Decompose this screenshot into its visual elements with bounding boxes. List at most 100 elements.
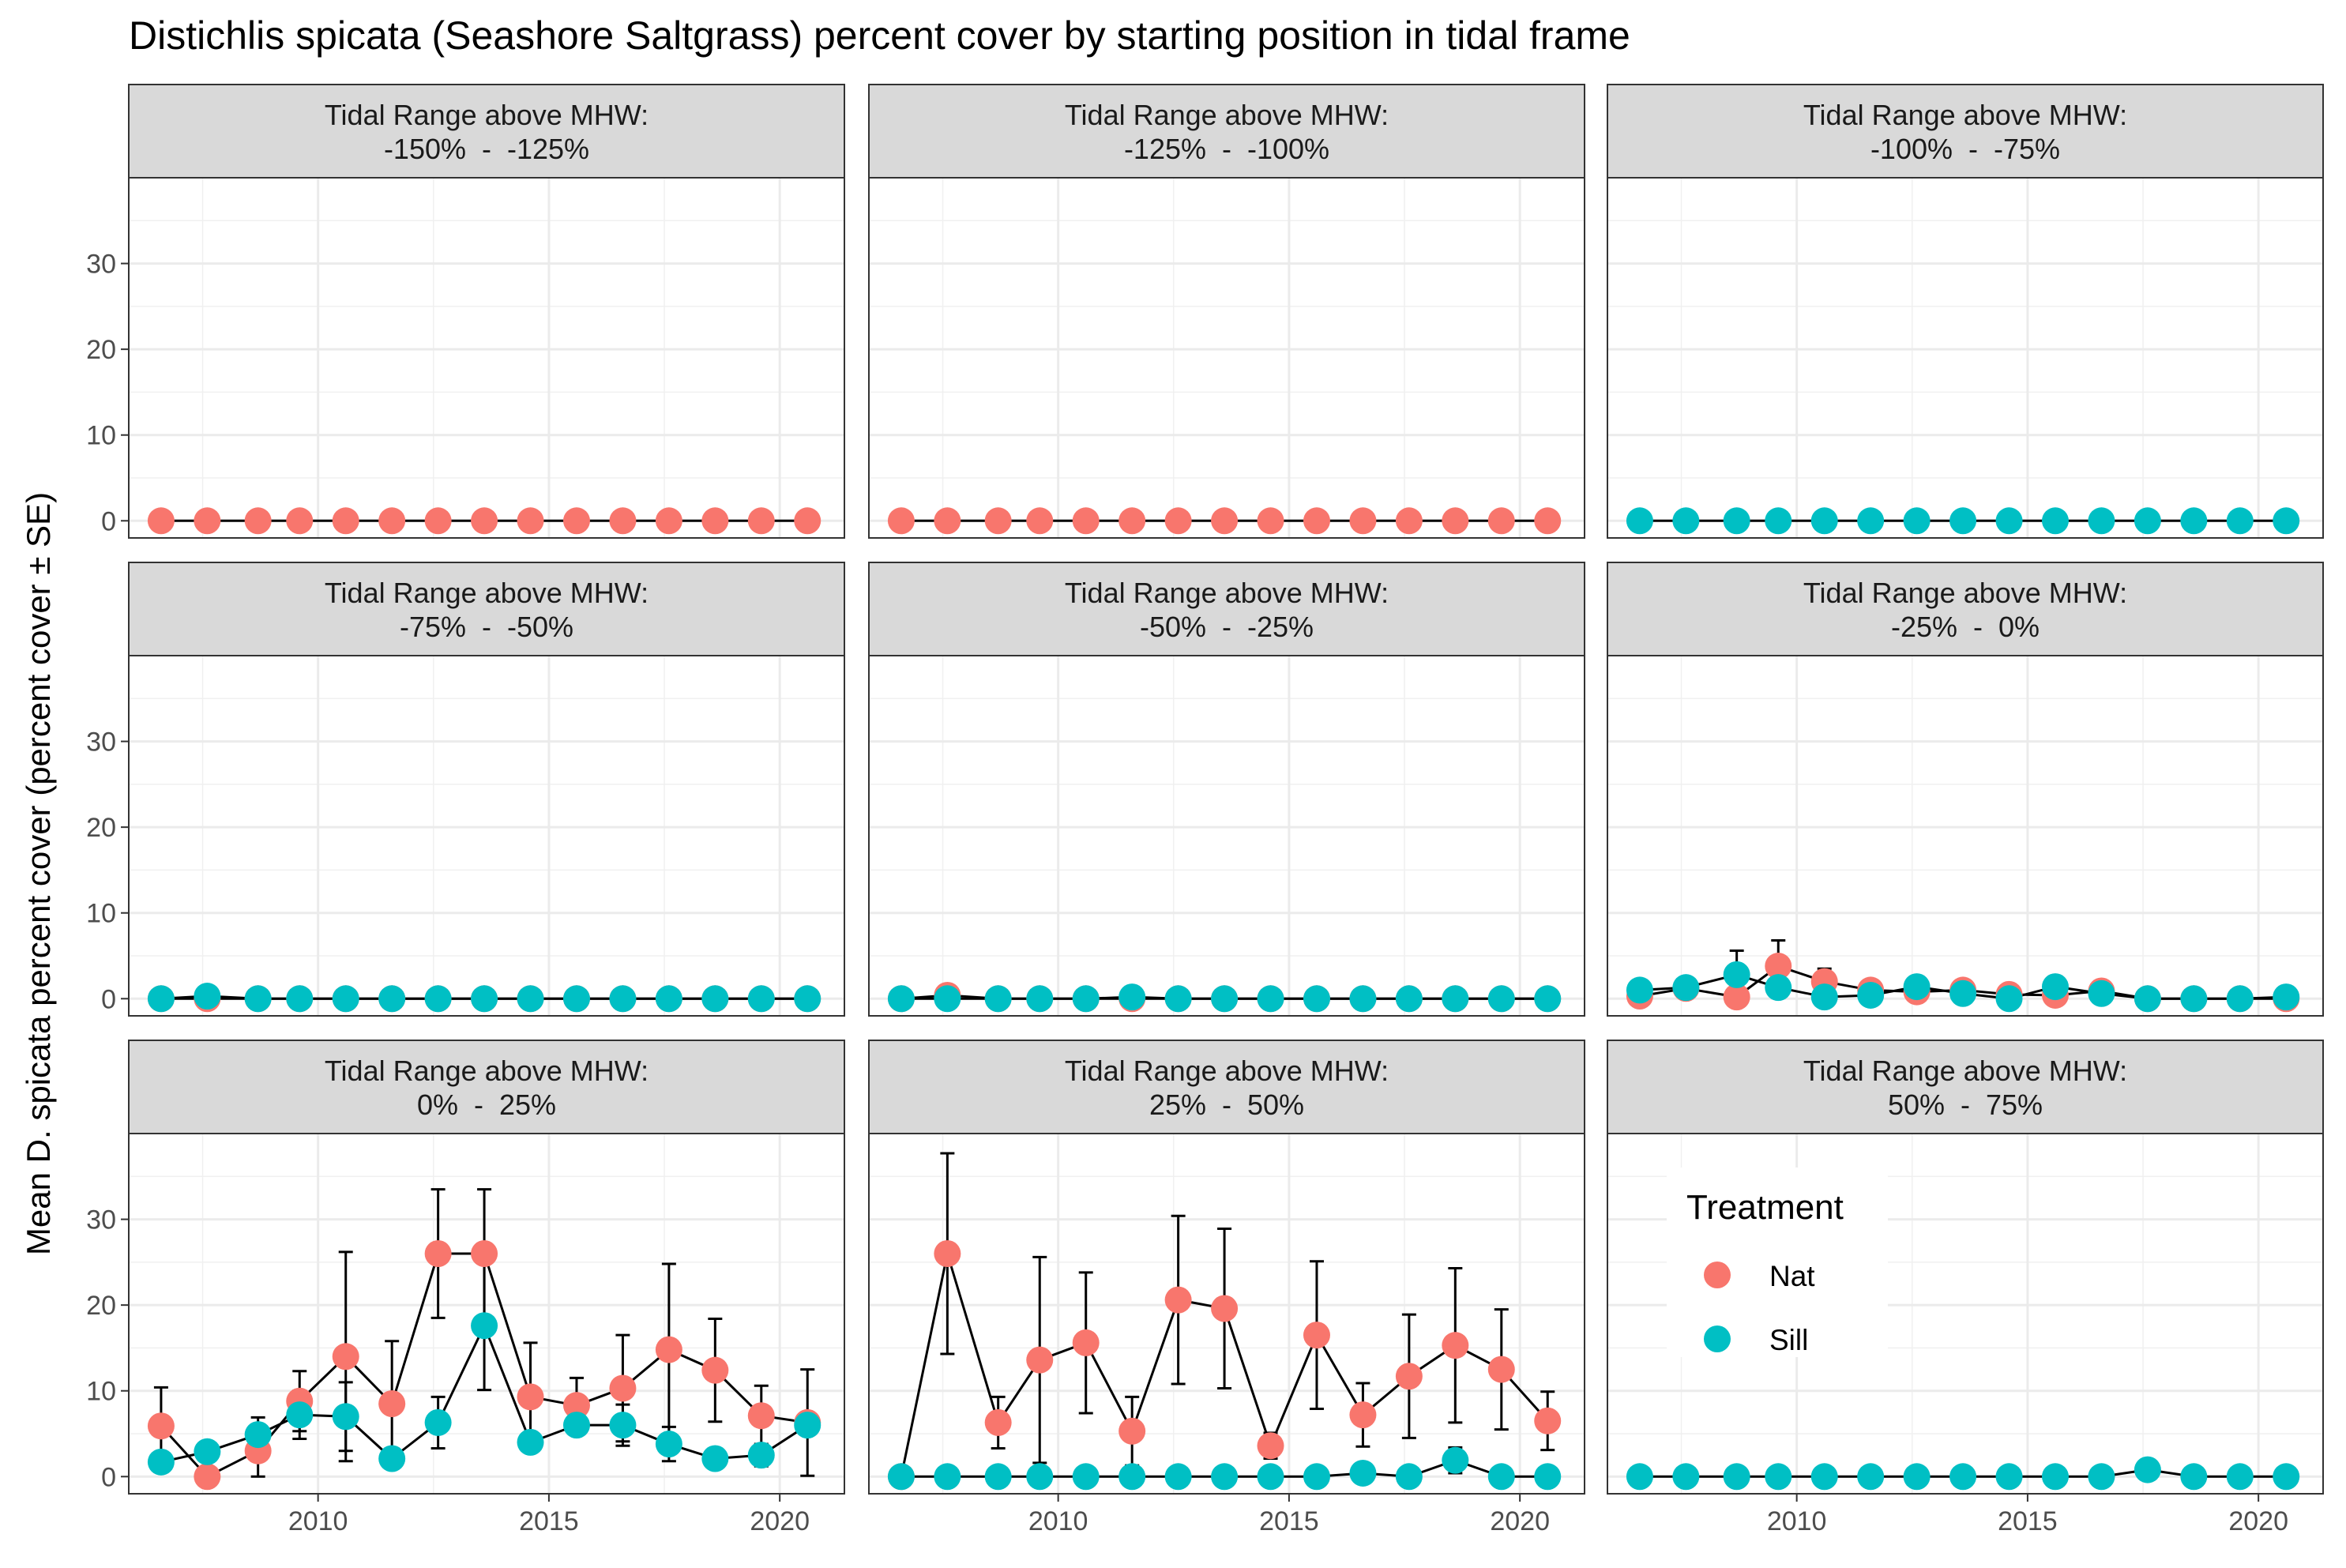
data-point-sill bbox=[1442, 1446, 1469, 1474]
data-point-sill bbox=[1949, 980, 1977, 1007]
data-point-sill bbox=[2226, 985, 2254, 1013]
data-point-nat bbox=[1257, 507, 1284, 535]
facet-panel-1: Tidal Range above MHW:-150% - -125% 0 10 20… bbox=[86, 84, 845, 539]
x-tick-label: 2010 bbox=[288, 1506, 348, 1536]
facet-strip-line1: Tidal Range above MHW: bbox=[1803, 577, 2127, 609]
data-point-sill bbox=[1303, 985, 1330, 1013]
data-point-nat bbox=[424, 507, 452, 535]
facet-strip bbox=[868, 84, 1585, 179]
data-point-nat bbox=[1072, 1329, 1100, 1356]
data-point-sill bbox=[1026, 1463, 1054, 1491]
facet-strip bbox=[128, 1040, 845, 1134]
data-point-sill bbox=[2134, 507, 2161, 535]
data-point-sill bbox=[286, 1401, 314, 1429]
data-point-sill bbox=[1810, 983, 1838, 1011]
data-point-sill bbox=[1211, 985, 1239, 1013]
data-point-sill bbox=[1949, 507, 1977, 535]
data-point-sill bbox=[286, 985, 314, 1013]
data-point-sill bbox=[1164, 985, 1192, 1013]
data-point-sill bbox=[424, 985, 452, 1013]
data-point-nat bbox=[1487, 1356, 1515, 1383]
plot-area bbox=[129, 178, 844, 538]
panel-border bbox=[868, 177, 1585, 539]
panel-border bbox=[128, 1133, 845, 1495]
data-point-sill bbox=[194, 983, 221, 1010]
data-point-nat bbox=[1211, 1295, 1239, 1322]
data-point-sill bbox=[2088, 507, 2115, 535]
data-point-sill bbox=[1534, 985, 1562, 1013]
plot-area bbox=[869, 178, 1585, 538]
data-point-nat bbox=[1534, 1407, 1562, 1435]
facet-strip-line1: Tidal Range above MHW: bbox=[325, 99, 649, 131]
data-point-nat bbox=[286, 507, 314, 535]
data-point-nat bbox=[562, 1392, 590, 1419]
data-point-sill bbox=[1257, 985, 1284, 1013]
data-point-sill bbox=[1995, 1463, 2023, 1491]
data-point-nat bbox=[1723, 983, 1750, 1011]
data-point-sill bbox=[655, 1431, 682, 1458]
data-point-sill bbox=[1765, 1463, 1792, 1491]
data-point-nat bbox=[934, 1240, 961, 1267]
data-point-nat bbox=[701, 507, 729, 535]
data-point-nat bbox=[1164, 507, 1192, 535]
data-point-sill bbox=[1723, 1463, 1750, 1491]
data-point-nat bbox=[1211, 507, 1239, 535]
data-point-nat bbox=[794, 507, 821, 535]
legend-label-sill: Sill bbox=[1769, 1324, 1808, 1356]
data-point-nat bbox=[517, 507, 544, 535]
facet-strip bbox=[128, 562, 845, 656]
data-point-sill bbox=[1723, 507, 1750, 535]
data-point-nat bbox=[1026, 1346, 1054, 1374]
data-point-nat bbox=[1395, 1363, 1423, 1390]
facet-strip bbox=[1607, 562, 2324, 656]
legend: Treatment Nat Sill bbox=[1667, 1168, 1888, 1357]
data-point-nat bbox=[1534, 507, 1562, 535]
data-point-nat bbox=[378, 507, 406, 535]
data-point-nat bbox=[1164, 1286, 1192, 1314]
data-point-sill bbox=[471, 985, 498, 1013]
facet-panel-4: Tidal Range above MHW:-75% - -50% 0 10 20 30 bbox=[86, 562, 845, 1017]
data-point-sill bbox=[1857, 981, 1885, 1009]
data-point-sill bbox=[424, 1408, 452, 1436]
data-point-sill bbox=[1072, 1463, 1100, 1491]
legend-key-sill bbox=[1704, 1325, 1731, 1352]
data-point-sill bbox=[1810, 1463, 1838, 1491]
data-point-sill bbox=[1903, 973, 1931, 1001]
data-point-nat bbox=[1442, 507, 1469, 535]
data-point-sill bbox=[1626, 976, 1653, 1004]
data-point-nat bbox=[194, 507, 221, 535]
data-point-sill bbox=[1303, 1463, 1330, 1491]
data-point-sill bbox=[1672, 974, 1700, 1002]
x-tick-label: 2020 bbox=[750, 1506, 810, 1536]
y-tick-label: 30 bbox=[86, 250, 116, 280]
facet-strip-line1: Tidal Range above MHW: bbox=[1803, 99, 2127, 131]
data-point-sill bbox=[1903, 507, 1931, 535]
data-point-sill bbox=[2273, 983, 2300, 1011]
data-point-sill bbox=[887, 985, 915, 1013]
data-point-nat bbox=[655, 507, 682, 535]
y-tick-label: 0 bbox=[101, 984, 116, 1014]
data-point-nat bbox=[984, 507, 1012, 535]
data-point-nat bbox=[471, 507, 498, 535]
data-point-nat bbox=[655, 1336, 682, 1363]
data-point-nat bbox=[147, 507, 175, 535]
legend-background bbox=[1667, 1168, 1888, 1357]
y-tick-label: 30 bbox=[86, 728, 116, 758]
data-point-nat bbox=[194, 1463, 221, 1491]
data-point-nat bbox=[1303, 1322, 1330, 1349]
y-tick-label: 20 bbox=[86, 1291, 116, 1321]
data-point-sill bbox=[244, 985, 272, 1013]
facet-strip bbox=[1607, 84, 2324, 179]
data-point-sill bbox=[747, 985, 775, 1013]
data-point-sill bbox=[147, 1448, 175, 1476]
data-point-sill bbox=[1211, 1463, 1239, 1491]
data-point-sill bbox=[2226, 1463, 2254, 1491]
data-point-nat bbox=[378, 1390, 406, 1417]
data-point-nat bbox=[562, 507, 590, 535]
data-point-sill bbox=[1118, 983, 1146, 1011]
data-point-sill bbox=[1257, 1463, 1284, 1491]
facet-panel-6: Tidal Range above MHW:-25% - 0% bbox=[1607, 562, 2324, 1017]
data-point-sill bbox=[2180, 507, 2208, 535]
y-axis-label: Mean D. spicata percent cover (percent c… bbox=[20, 492, 57, 1255]
data-point-nat bbox=[1026, 507, 1054, 535]
